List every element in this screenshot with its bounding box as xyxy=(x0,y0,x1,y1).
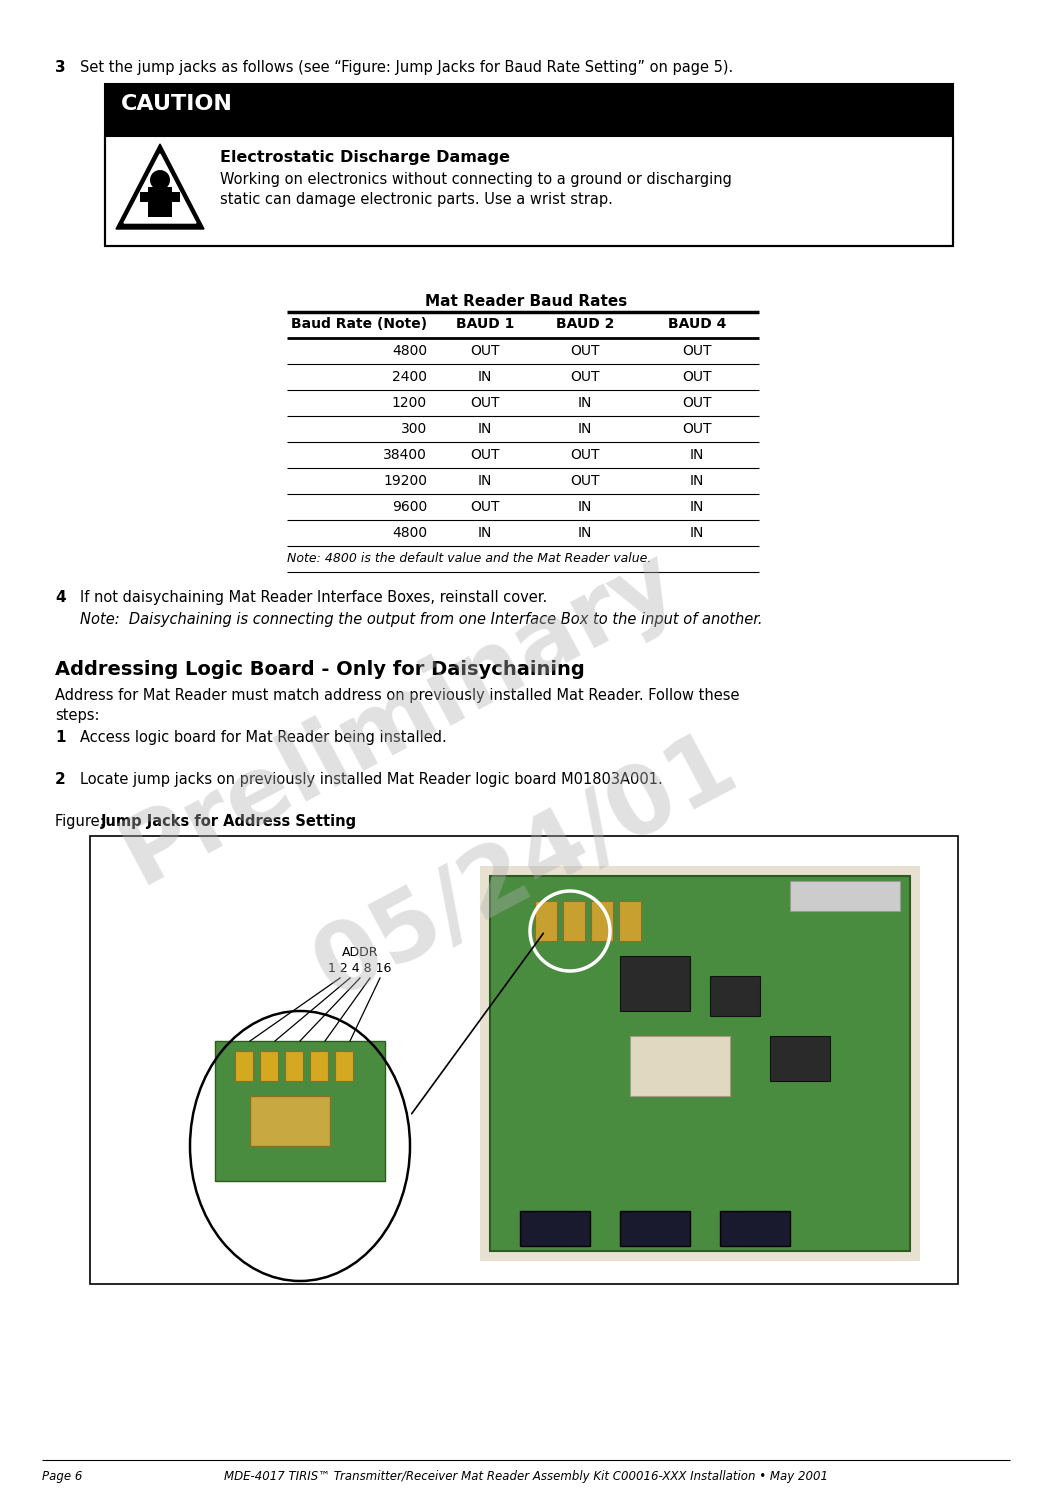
Bar xyxy=(591,901,613,940)
Bar xyxy=(520,1211,590,1245)
Text: OUT: OUT xyxy=(470,344,499,357)
Text: Mat Reader Baud Rates: Mat Reader Baud Rates xyxy=(425,295,627,309)
Text: Address for Mat Reader must match address on previously installed Mat Reader. Fo: Address for Mat Reader must match addres… xyxy=(55,688,740,703)
Bar xyxy=(535,901,557,940)
Text: 05/24/01: 05/24/01 xyxy=(300,718,751,1017)
Text: 1 2 4 8 16: 1 2 4 8 16 xyxy=(328,961,392,975)
Bar xyxy=(770,1036,830,1081)
Text: 4: 4 xyxy=(55,591,65,605)
Bar xyxy=(148,187,172,217)
Bar xyxy=(490,876,910,1251)
Bar xyxy=(790,881,900,910)
Text: IN: IN xyxy=(478,474,492,487)
Text: BAUD 1: BAUD 1 xyxy=(456,317,514,330)
Bar xyxy=(619,901,641,940)
Polygon shape xyxy=(124,154,195,223)
Bar xyxy=(105,136,953,247)
Bar xyxy=(250,1096,330,1147)
Text: BAUD 4: BAUD 4 xyxy=(667,317,726,330)
Bar xyxy=(335,1051,353,1081)
Text: Access logic board for Mat Reader being installed.: Access logic board for Mat Reader being … xyxy=(80,730,447,745)
Text: IN: IN xyxy=(578,499,592,514)
Text: OUT: OUT xyxy=(571,448,600,462)
Text: steps:: steps: xyxy=(55,709,100,724)
Text: Electrostatic Discharge Damage: Electrostatic Discharge Damage xyxy=(220,150,510,164)
Text: static can damage electronic parts. Use a wrist strap.: static can damage electronic parts. Use … xyxy=(220,191,613,206)
Text: 9600: 9600 xyxy=(392,499,427,514)
Text: Baud Rate (Note): Baud Rate (Note) xyxy=(291,317,427,330)
Bar xyxy=(235,1051,253,1081)
Text: MDE-4017 TIRIS™ Transmitter/Receiver Mat Reader Assembly Kit C00016-XXX Installa: MDE-4017 TIRIS™ Transmitter/Receiver Mat… xyxy=(224,1470,828,1483)
Text: OUT: OUT xyxy=(571,369,600,384)
Bar xyxy=(710,976,760,1017)
Text: OUT: OUT xyxy=(470,396,499,410)
Text: OUT: OUT xyxy=(682,344,712,357)
Text: OUT: OUT xyxy=(682,369,712,384)
Bar xyxy=(630,1036,730,1096)
Bar xyxy=(310,1051,328,1081)
Text: IN: IN xyxy=(478,369,492,384)
Bar xyxy=(620,955,691,1011)
Text: 19200: 19200 xyxy=(383,474,427,487)
Text: Set the jump jacks as follows (see “Figure: Jump Jacks for Baud Rate Setting” on: Set the jump jacks as follows (see “Figu… xyxy=(80,60,734,75)
Text: CAUTION: CAUTION xyxy=(121,94,233,114)
Text: Addressing Logic Board - Only for Daisychaining: Addressing Logic Board - Only for Daisyc… xyxy=(55,659,584,679)
Bar xyxy=(720,1211,790,1245)
Text: 1: 1 xyxy=(55,730,65,745)
Text: 38400: 38400 xyxy=(384,448,427,462)
Bar xyxy=(620,1211,691,1245)
Text: Jump Jacks for Address Setting: Jump Jacks for Address Setting xyxy=(101,813,357,830)
Text: OUT: OUT xyxy=(470,448,499,462)
Bar xyxy=(105,84,953,136)
Text: 2: 2 xyxy=(55,771,66,786)
Text: 4800: 4800 xyxy=(392,344,427,357)
Bar xyxy=(140,191,180,202)
Text: IN: IN xyxy=(578,526,592,540)
Text: If not daisychaining Mat Reader Interface Boxes, reinstall cover.: If not daisychaining Mat Reader Interfac… xyxy=(80,591,548,605)
Bar xyxy=(105,84,953,247)
Text: IN: IN xyxy=(578,396,592,410)
Text: IN: IN xyxy=(578,422,592,437)
Text: BAUD 2: BAUD 2 xyxy=(556,317,614,330)
Text: Note: 4800 is the default value and the Mat Reader value.: Note: 4800 is the default value and the … xyxy=(287,552,652,565)
Text: 300: 300 xyxy=(400,422,427,437)
Text: OUT: OUT xyxy=(571,474,600,487)
Bar xyxy=(285,1051,303,1081)
Text: IN: IN xyxy=(689,448,704,462)
Polygon shape xyxy=(116,144,204,229)
Text: Figure:: Figure: xyxy=(55,813,109,830)
Text: Locate jump jacks on previously installed Mat Reader logic board M01803A001.: Locate jump jacks on previously installe… xyxy=(80,771,663,786)
Bar xyxy=(563,901,585,940)
Text: IN: IN xyxy=(478,526,492,540)
Text: OUT: OUT xyxy=(682,396,712,410)
Text: Working on electronics without connecting to a ground or discharging: Working on electronics without connectin… xyxy=(220,172,731,187)
Bar xyxy=(90,836,959,1284)
Bar xyxy=(480,866,920,1260)
Text: 1200: 1200 xyxy=(392,396,427,410)
Circle shape xyxy=(150,170,170,190)
Text: IN: IN xyxy=(689,499,704,514)
Text: 3: 3 xyxy=(55,60,65,75)
Bar xyxy=(215,1041,385,1181)
Text: Page 6: Page 6 xyxy=(42,1470,82,1483)
Text: OUT: OUT xyxy=(571,344,600,357)
Text: ADDR: ADDR xyxy=(342,946,378,958)
Text: 4800: 4800 xyxy=(392,526,427,540)
Text: IN: IN xyxy=(689,474,704,487)
Bar xyxy=(260,1051,279,1081)
Text: IN: IN xyxy=(478,422,492,437)
Text: Note:  Daisychaining is connecting the output from one Interface Box to the inpu: Note: Daisychaining is connecting the ou… xyxy=(80,611,762,626)
Text: Preliminary: Preliminary xyxy=(106,532,693,903)
Text: OUT: OUT xyxy=(682,422,712,437)
Text: 2400: 2400 xyxy=(392,369,427,384)
Text: OUT: OUT xyxy=(470,499,499,514)
Text: IN: IN xyxy=(689,526,704,540)
